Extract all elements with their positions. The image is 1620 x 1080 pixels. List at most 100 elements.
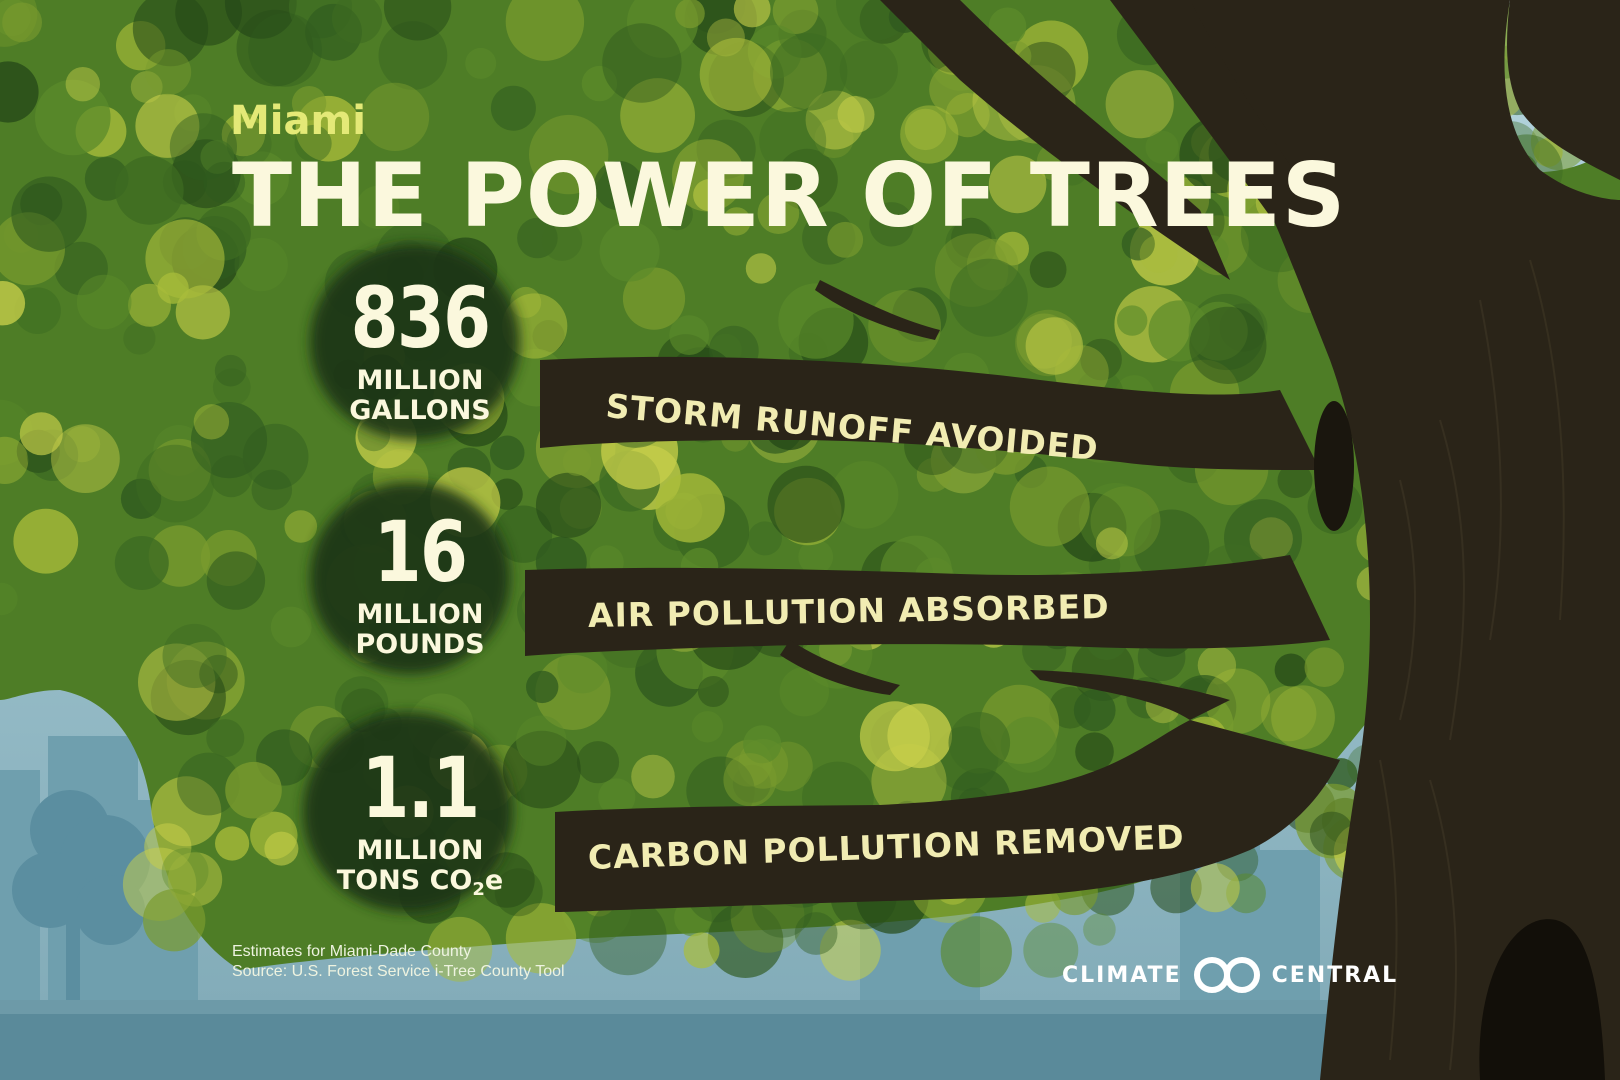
leaf-bokeh — [1025, 317, 1084, 375]
leaf-bokeh — [671, 139, 745, 212]
leaf-bokeh — [144, 823, 192, 871]
leaf-bokeh — [65, 67, 101, 102]
leaf-bokeh — [557, 643, 608, 694]
stat-unit-line2: TONS CO — [336, 865, 473, 896]
stat-value: 1.1 — [361, 739, 480, 837]
stat-unit-line2: GALLONS — [349, 395, 491, 426]
leaf-bokeh — [598, 778, 636, 816]
trunk-hollow — [1479, 919, 1605, 1080]
leaf-bokeh — [270, 606, 312, 648]
leaf-bokeh — [1095, 527, 1128, 560]
leaf-bokeh — [674, 898, 712, 937]
leaf-bokeh — [675, 0, 705, 29]
stat-storm-runoff: 836 MILLION GALLONS — [320, 276, 520, 426]
leaf-bokeh — [145, 49, 192, 96]
leaf-bokeh — [696, 119, 756, 179]
leaf-bokeh — [0, 582, 18, 616]
leaf-bokeh — [1083, 913, 1116, 946]
footnote: Estimates for Miami-Dade County Source: … — [232, 942, 565, 982]
leaf-bokeh — [143, 889, 206, 952]
leaf-bokeh — [1133, 509, 1210, 586]
leaf-bokeh — [900, 105, 959, 164]
leaf-bokeh — [837, 95, 875, 133]
leaf-bokeh — [949, 258, 1028, 337]
leaf-bokeh — [427, 916, 493, 982]
leaf-bokeh — [699, 37, 773, 112]
leaf-bokeh — [1009, 466, 1090, 547]
leaf-bokeh — [1205, 668, 1271, 734]
stat-air-pollution: 16 MILLION POUNDS — [320, 510, 520, 660]
stat-unit-subscript: 2 — [472, 879, 485, 900]
leaf-bokeh — [526, 670, 559, 704]
leaf-bokeh — [661, 198, 693, 231]
leaf-bokeh — [869, 202, 914, 247]
leaf-bokeh — [1145, 130, 1179, 164]
leaf-bokeh — [1029, 251, 1067, 288]
leaf-bokeh — [502, 730, 581, 809]
leaf-bokeh — [175, 285, 230, 340]
leaf-bokeh — [51, 424, 120, 493]
leaf-bokeh — [562, 447, 592, 476]
leaf-bokeh — [0, 436, 29, 484]
leaf-bokeh — [602, 23, 682, 103]
leaf-bokeh — [206, 551, 266, 610]
leaf-bokeh — [988, 7, 1027, 46]
leaf-bokeh — [776, 148, 838, 211]
leaf-bokeh — [620, 78, 695, 153]
leaf-bokeh — [14, 287, 61, 335]
climate-central-logo-icon — [1193, 957, 1260, 993]
leaf-bokeh — [819, 919, 881, 981]
leaf-bokeh — [157, 272, 189, 304]
leaf-bokeh — [1117, 305, 1148, 336]
leaf-bokeh — [827, 221, 864, 258]
leaf-bokeh — [1309, 811, 1354, 856]
leaf-bokeh — [0, 0, 38, 47]
leaf-bokeh — [757, 192, 800, 234]
leaf-bokeh — [214, 354, 247, 387]
leaf-bokeh — [494, 505, 553, 563]
leaf-bokeh — [683, 932, 720, 969]
leaf-bokeh — [535, 654, 611, 731]
footnote-source: Source: U.S. Forest Service i-Tree Count… — [232, 963, 565, 980]
footnote-line1: Estimates for Miami-Dade County — [232, 943, 472, 960]
leaf-bokeh — [722, 207, 751, 236]
leaf-bokeh — [13, 508, 79, 574]
leaf-bokeh — [169, 113, 237, 181]
leaf-bokeh — [995, 231, 1029, 266]
stat-unit-line2-wrap: TONS CO2e — [320, 866, 520, 905]
leaf-bokeh — [225, 761, 282, 819]
leaf-bokeh — [0, 61, 39, 123]
leaf-bokeh — [723, 753, 777, 807]
leaf-bokeh — [589, 897, 667, 976]
leaf-bokeh — [206, 719, 245, 758]
leaf-bokeh — [707, 902, 784, 978]
page-title: THE POWER OF TREES — [232, 144, 1347, 247]
leaf-bokeh — [221, 112, 266, 157]
leaf-bokeh — [0, 281, 26, 326]
leaf-bokeh — [631, 754, 675, 799]
leaf-bokeh — [1189, 306, 1267, 384]
leaf-bokeh — [294, 124, 332, 163]
leaf-bokeh — [203, 161, 246, 204]
leaf-bokeh — [1274, 653, 1308, 687]
leaf-bokeh — [284, 510, 318, 543]
leaf-bokeh — [916, 457, 951, 492]
stat-backdrops — [303, 244, 520, 912]
leaf-bokeh — [224, 0, 297, 39]
leaf-bokeh — [114, 536, 169, 590]
leaf-bokeh — [772, 0, 819, 34]
leaf-bokeh — [691, 711, 724, 743]
leaf-bokeh — [1075, 732, 1114, 771]
leaf-bokeh — [226, 121, 272, 167]
leaf-bokeh — [830, 461, 899, 529]
leaf-bokeh — [161, 848, 209, 895]
tree-trunk — [525, 0, 1620, 1080]
leaf-bokeh — [489, 435, 525, 471]
leaf-bokeh — [1189, 301, 1248, 361]
leaf-bokeh — [378, 21, 448, 90]
leaf-bokeh — [745, 253, 777, 284]
leaf-bokeh — [130, 71, 163, 103]
leaf-bokeh — [517, 217, 558, 259]
